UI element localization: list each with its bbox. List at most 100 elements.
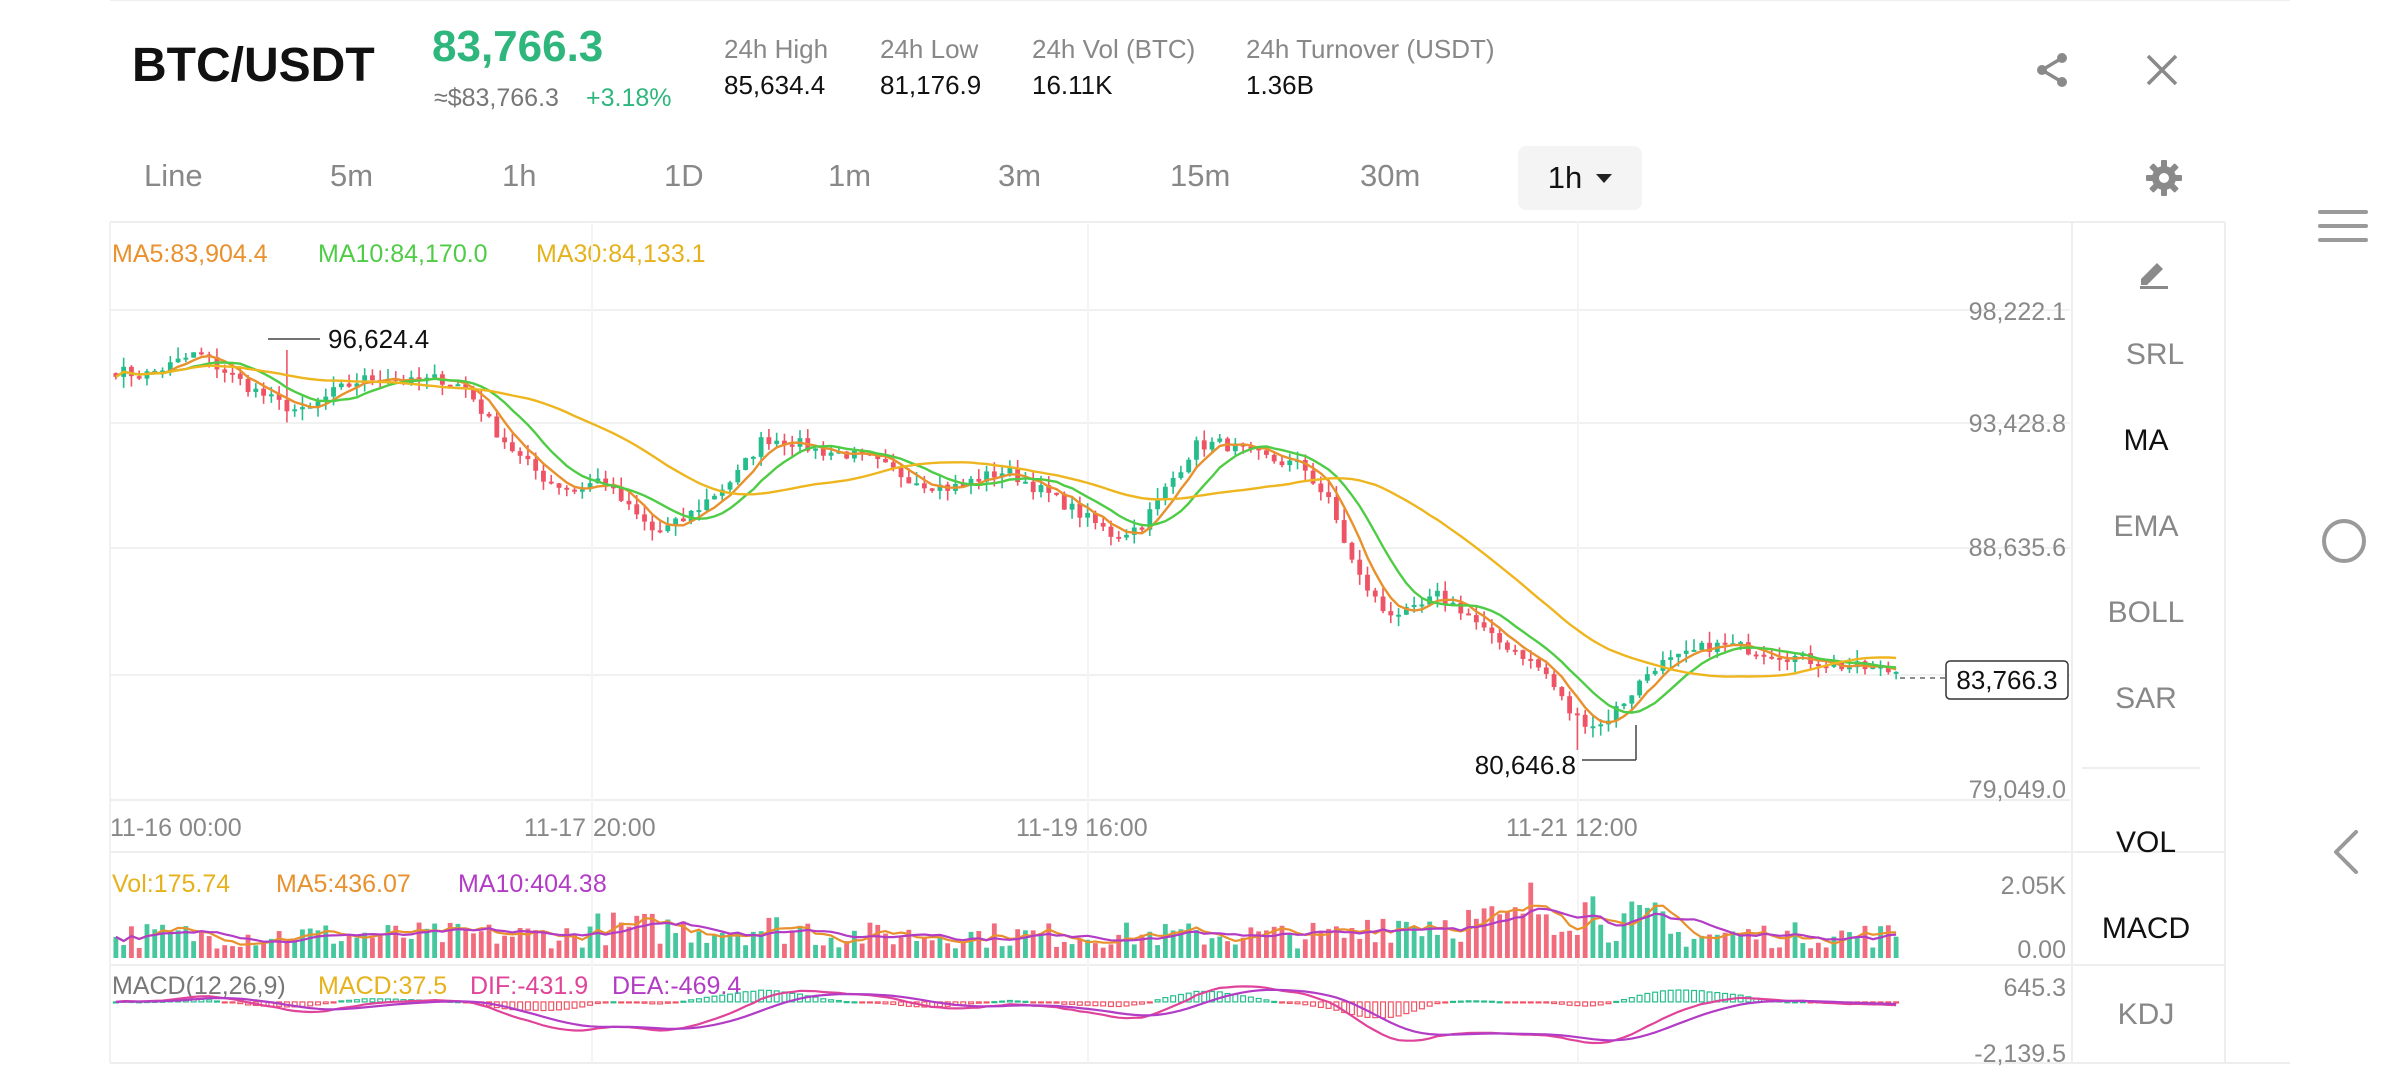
candle [1341,520,1347,543]
volume-bar [704,942,710,958]
macd-bar [1558,1001,1565,1005]
x-tick-label: 11-21 12:00 [1506,814,1638,842]
share-icon[interactable] [2024,42,2080,98]
candle [1232,443,1238,452]
macd-bar [1247,996,1254,1003]
candle [758,437,764,457]
volume-bar [1567,930,1573,958]
macd-bar [1628,997,1635,1003]
candle [1637,680,1642,696]
candle [1318,483,1324,493]
macd-bar [898,1001,905,1007]
tab-5m[interactable]: 5m [330,158,374,193]
candle [1139,527,1145,530]
candle [1629,695,1635,704]
volume-bar [261,942,267,958]
close-icon[interactable] [2134,42,2190,98]
dea-line [115,988,1897,1042]
volume-bar [1365,919,1370,958]
indicator-boll[interactable]: BOLL [2107,596,2185,629]
tab-30m[interactable]: 30m [1360,158,1421,193]
volume-bar [579,947,585,958]
tab-line[interactable]: Line [144,158,203,193]
tab-15m[interactable]: 15m [1170,158,1231,193]
tab-1m[interactable]: 1m [828,158,872,193]
pencil-icon[interactable] [2126,244,2180,298]
candle [1621,703,1627,707]
candle [587,483,593,490]
timeframe-dropdown[interactable]: 1h [1518,146,1642,210]
macd-bar [1659,990,1666,1003]
candle [1085,512,1091,518]
candle [1543,667,1549,675]
indicator-ma[interactable]: MA [2123,424,2169,457]
gear-icon[interactable] [2136,150,2192,206]
volume-bar [1753,939,1759,958]
macd-bar [1154,999,1161,1003]
tab-1h[interactable]: 1h [502,158,537,193]
volume-bar [1318,930,1324,958]
volume-bar [1707,934,1712,958]
indicator-kdj[interactable]: KDJ [2117,998,2175,1031]
candle [1473,615,1479,623]
candle [129,366,134,377]
candle [113,373,119,377]
x-tick-label: 11-17 20:00 [524,814,656,842]
volume-bar [129,926,134,958]
volume-bar [1839,930,1845,958]
volume-bar [1015,929,1021,958]
usd-approx-price: ≈$83,766.3 [434,84,559,112]
candle [774,440,780,445]
volume-bar [1225,941,1230,958]
volume-bar [1536,914,1541,958]
macd-bar [1449,1000,1457,1003]
indicator-ema[interactable]: EMA [2113,510,2179,543]
volume-bar [1473,918,1479,958]
macd-bar [1395,1001,1402,1017]
legend-vol-ma10: MA10:404.38 [458,870,607,898]
volume-bar [1761,925,1767,958]
macd-bar [711,995,718,1003]
volume-bar [844,941,850,958]
candle [1310,470,1316,484]
volume-bar [1854,937,1860,958]
volume-bar [1870,947,1876,958]
volume-bar [136,947,142,958]
candle [844,451,850,459]
indicator-sar[interactable]: SAR [2115,682,2177,715]
volume-bar [245,934,251,958]
candle [261,388,267,396]
candle [230,372,235,375]
volume-bar [1030,930,1036,958]
tab-1d[interactable]: 1D [664,158,704,193]
volume-bar [805,923,811,958]
menu-icon[interactable] [2318,206,2368,251]
macd-bar [314,1001,322,1006]
stat-label-low: 24h Low [880,34,979,64]
candle [1691,649,1697,652]
volume-bar [478,931,484,958]
macd-bar [1504,1001,1511,1004]
legend-macd: MACD:37.5 [318,972,448,1000]
macd-bar [975,1001,982,1004]
candle [463,384,469,388]
indicator-vol[interactable]: VOL [2115,826,2177,859]
home-icon[interactable] [2320,517,2368,570]
tab-3m[interactable]: 3m [998,158,1042,193]
volume-bar [1699,935,1705,958]
volume-bar [1341,937,1347,958]
candle [572,489,577,492]
candle [1170,477,1176,487]
indicator-srl[interactable]: SRL [2125,338,2185,371]
dif-line [115,985,1897,1045]
indicator-macd[interactable]: MACD [2101,912,2191,945]
back-icon[interactable] [2330,828,2360,881]
candle [1007,468,1013,474]
volume-bar [1660,911,1666,958]
ma5-line [115,354,1897,724]
pair-title[interactable]: BTC/USDT [132,39,375,92]
volume-bar [230,946,235,958]
volume-bar [1590,896,1596,958]
candle [859,450,865,454]
